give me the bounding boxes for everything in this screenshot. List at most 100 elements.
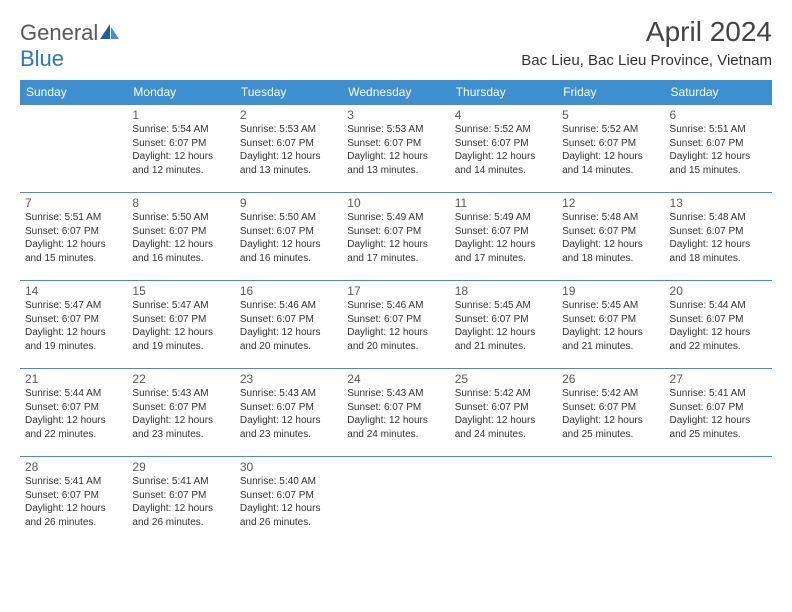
calendar-body: 1Sunrise: 5:54 AMSunset: 6:07 PMDaylight…: [20, 105, 772, 545]
day-details: Sunrise: 5:48 AMSunset: 6:07 PMDaylight:…: [562, 211, 659, 265]
day-details: Sunrise: 5:51 AMSunset: 6:07 PMDaylight:…: [25, 211, 122, 265]
calendar-table: SundayMondayTuesdayWednesdayThursdayFrid…: [20, 80, 772, 545]
day-number: 18: [455, 284, 552, 298]
dayname-cell: Sunday: [20, 80, 127, 105]
day-details: Sunrise: 5:41 AMSunset: 6:07 PMDaylight:…: [25, 475, 122, 529]
day-cell: 22Sunrise: 5:43 AMSunset: 6:07 PMDayligh…: [127, 369, 234, 457]
day-details: Sunrise: 5:42 AMSunset: 6:07 PMDaylight:…: [455, 387, 552, 441]
week-row: 28Sunrise: 5:41 AMSunset: 6:07 PMDayligh…: [20, 457, 772, 545]
day-details: Sunrise: 5:47 AMSunset: 6:07 PMDaylight:…: [25, 299, 122, 353]
day-number: 2: [240, 108, 337, 122]
day-details: Sunrise: 5:45 AMSunset: 6:07 PMDaylight:…: [562, 299, 659, 353]
day-details: Sunrise: 5:47 AMSunset: 6:07 PMDaylight:…: [132, 299, 229, 353]
day-cell: 24Sunrise: 5:43 AMSunset: 6:07 PMDayligh…: [342, 369, 449, 457]
day-details: Sunrise: 5:50 AMSunset: 6:07 PMDaylight:…: [240, 211, 337, 265]
day-details: Sunrise: 5:40 AMSunset: 6:07 PMDaylight:…: [240, 475, 337, 529]
day-number: 4: [455, 108, 552, 122]
day-details: Sunrise: 5:41 AMSunset: 6:07 PMDaylight:…: [132, 475, 229, 529]
day-cell: 19Sunrise: 5:45 AMSunset: 6:07 PMDayligh…: [557, 281, 664, 369]
day-cell: 17Sunrise: 5:46 AMSunset: 6:07 PMDayligh…: [342, 281, 449, 369]
day-details: Sunrise: 5:42 AMSunset: 6:07 PMDaylight:…: [562, 387, 659, 441]
day-details: Sunrise: 5:44 AMSunset: 6:07 PMDaylight:…: [25, 387, 122, 441]
day-cell: 21Sunrise: 5:44 AMSunset: 6:07 PMDayligh…: [20, 369, 127, 457]
day-details: Sunrise: 5:50 AMSunset: 6:07 PMDaylight:…: [132, 211, 229, 265]
day-cell: 27Sunrise: 5:41 AMSunset: 6:07 PMDayligh…: [665, 369, 772, 457]
day-number: 1: [132, 108, 229, 122]
day-cell: 15Sunrise: 5:47 AMSunset: 6:07 PMDayligh…: [127, 281, 234, 369]
day-number: 15: [132, 284, 229, 298]
day-cell: 9Sunrise: 5:50 AMSunset: 6:07 PMDaylight…: [235, 193, 342, 281]
day-cell: 14Sunrise: 5:47 AMSunset: 6:07 PMDayligh…: [20, 281, 127, 369]
day-details: Sunrise: 5:52 AMSunset: 6:07 PMDaylight:…: [562, 123, 659, 177]
day-number: 7: [25, 196, 122, 210]
day-cell: 28Sunrise: 5:41 AMSunset: 6:07 PMDayligh…: [20, 457, 127, 545]
day-number: 30: [240, 460, 337, 474]
week-row: 7Sunrise: 5:51 AMSunset: 6:07 PMDaylight…: [20, 193, 772, 281]
day-cell: 12Sunrise: 5:48 AMSunset: 6:07 PMDayligh…: [557, 193, 664, 281]
day-details: Sunrise: 5:45 AMSunset: 6:07 PMDaylight:…: [455, 299, 552, 353]
logo: General Blue: [20, 20, 120, 72]
dayname-cell: Wednesday: [342, 80, 449, 105]
day-cell: 23Sunrise: 5:43 AMSunset: 6:07 PMDayligh…: [235, 369, 342, 457]
day-cell: [665, 457, 772, 545]
day-cell: 6Sunrise: 5:51 AMSunset: 6:07 PMDaylight…: [665, 105, 772, 193]
day-number: 8: [132, 196, 229, 210]
day-details: Sunrise: 5:49 AMSunset: 6:07 PMDaylight:…: [347, 211, 444, 265]
day-number: 23: [240, 372, 337, 386]
header: General Blue April 2024 Bac Lieu, Bac Li…: [20, 16, 772, 72]
day-number: 3: [347, 108, 444, 122]
day-number: 17: [347, 284, 444, 298]
title-block: April 2024 Bac Lieu, Bac Lieu Province, …: [521, 16, 772, 69]
day-cell: 18Sunrise: 5:45 AMSunset: 6:07 PMDayligh…: [450, 281, 557, 369]
day-cell: 10Sunrise: 5:49 AMSunset: 6:07 PMDayligh…: [342, 193, 449, 281]
day-details: Sunrise: 5:43 AMSunset: 6:07 PMDaylight:…: [347, 387, 444, 441]
week-row: 1Sunrise: 5:54 AMSunset: 6:07 PMDaylight…: [20, 105, 772, 193]
week-row: 14Sunrise: 5:47 AMSunset: 6:07 PMDayligh…: [20, 281, 772, 369]
day-number: 10: [347, 196, 444, 210]
location: Bac Lieu, Bac Lieu Province, Vietnam: [521, 52, 772, 69]
dayname-row: SundayMondayTuesdayWednesdayThursdayFrid…: [20, 80, 772, 105]
day-number: 19: [562, 284, 659, 298]
day-cell: [557, 457, 664, 545]
day-cell: 11Sunrise: 5:49 AMSunset: 6:07 PMDayligh…: [450, 193, 557, 281]
dayname-cell: Saturday: [665, 80, 772, 105]
day-cell: [20, 105, 127, 193]
dayname-cell: Tuesday: [235, 80, 342, 105]
day-number: 25: [455, 372, 552, 386]
day-details: Sunrise: 5:41 AMSunset: 6:07 PMDaylight:…: [670, 387, 767, 441]
day-details: Sunrise: 5:53 AMSunset: 6:07 PMDaylight:…: [240, 123, 337, 177]
day-details: Sunrise: 5:43 AMSunset: 6:07 PMDaylight:…: [132, 387, 229, 441]
day-cell: 30Sunrise: 5:40 AMSunset: 6:07 PMDayligh…: [235, 457, 342, 545]
day-number: 24: [347, 372, 444, 386]
day-cell: 16Sunrise: 5:46 AMSunset: 6:07 PMDayligh…: [235, 281, 342, 369]
day-number: 14: [25, 284, 122, 298]
logo-text-blue: Blue: [20, 46, 64, 71]
day-number: 28: [25, 460, 122, 474]
day-details: Sunrise: 5:52 AMSunset: 6:07 PMDaylight:…: [455, 123, 552, 177]
day-number: 13: [670, 196, 767, 210]
logo-sail-icon: [100, 20, 120, 46]
logo-text-general: General: [20, 20, 98, 45]
day-details: Sunrise: 5:43 AMSunset: 6:07 PMDaylight:…: [240, 387, 337, 441]
day-cell: [342, 457, 449, 545]
day-cell: 5Sunrise: 5:52 AMSunset: 6:07 PMDaylight…: [557, 105, 664, 193]
day-number: 11: [455, 196, 552, 210]
day-number: 5: [562, 108, 659, 122]
day-cell: 26Sunrise: 5:42 AMSunset: 6:07 PMDayligh…: [557, 369, 664, 457]
day-details: Sunrise: 5:49 AMSunset: 6:07 PMDaylight:…: [455, 211, 552, 265]
dayname-cell: Friday: [557, 80, 664, 105]
day-cell: 4Sunrise: 5:52 AMSunset: 6:07 PMDaylight…: [450, 105, 557, 193]
day-cell: 7Sunrise: 5:51 AMSunset: 6:07 PMDaylight…: [20, 193, 127, 281]
day-details: Sunrise: 5:51 AMSunset: 6:07 PMDaylight:…: [670, 123, 767, 177]
day-number: 22: [132, 372, 229, 386]
day-details: Sunrise: 5:53 AMSunset: 6:07 PMDaylight:…: [347, 123, 444, 177]
day-number: 20: [670, 284, 767, 298]
day-details: Sunrise: 5:44 AMSunset: 6:07 PMDaylight:…: [670, 299, 767, 353]
day-number: 26: [562, 372, 659, 386]
logo-text: General Blue: [20, 20, 120, 72]
day-cell: 3Sunrise: 5:53 AMSunset: 6:07 PMDaylight…: [342, 105, 449, 193]
dayname-cell: Monday: [127, 80, 234, 105]
day-details: Sunrise: 5:54 AMSunset: 6:07 PMDaylight:…: [132, 123, 229, 177]
dayname-cell: Thursday: [450, 80, 557, 105]
month-title: April 2024: [521, 16, 772, 48]
